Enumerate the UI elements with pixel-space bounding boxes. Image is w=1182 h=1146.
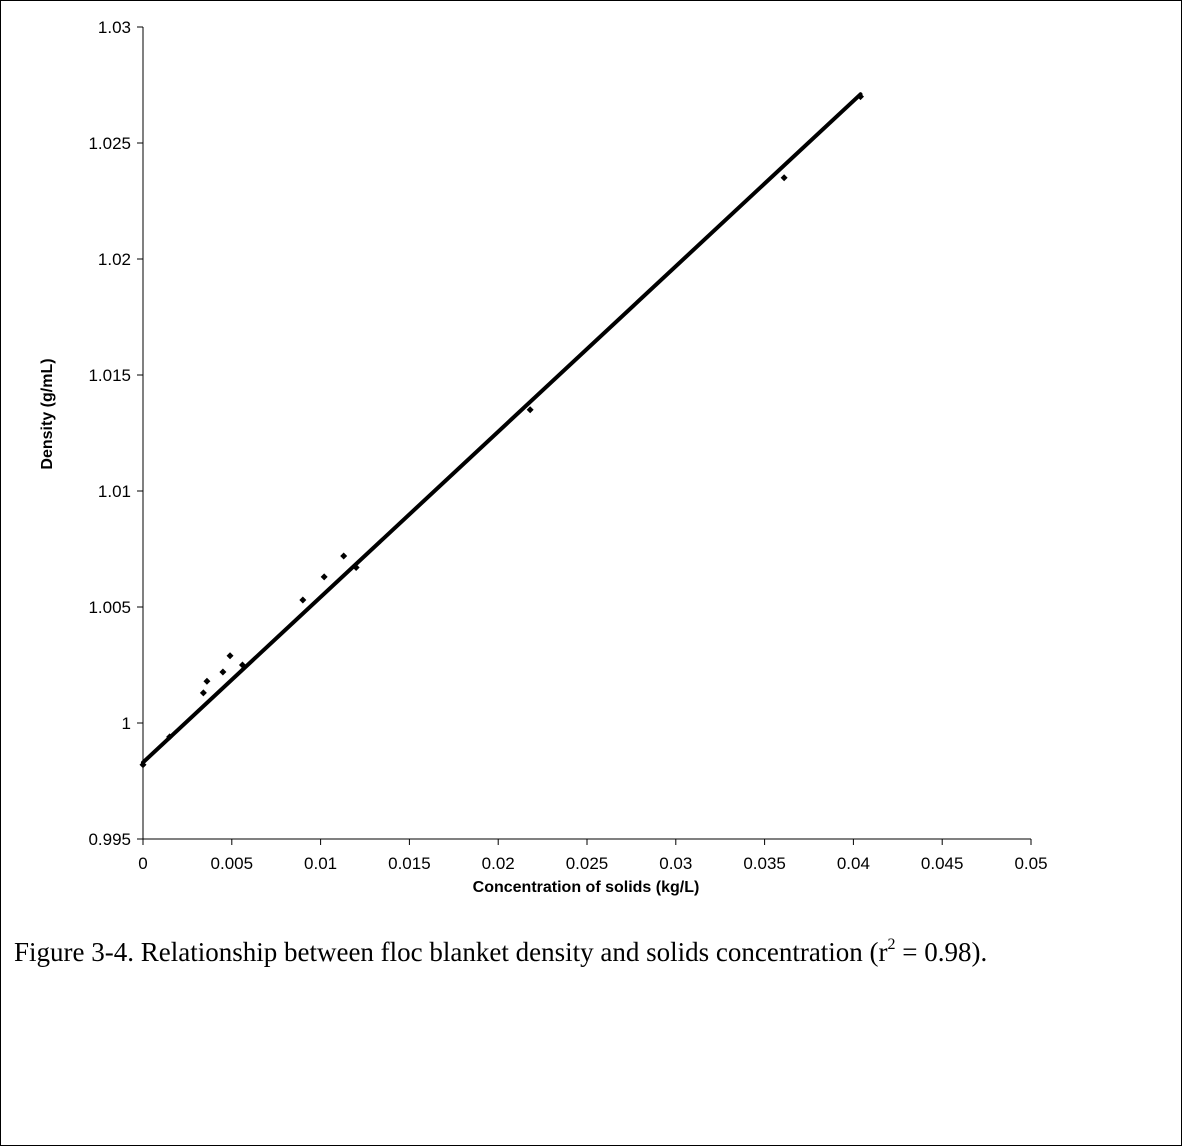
- data-point: [299, 596, 307, 604]
- x-axis-label: Concentration of solids (kg/L): [473, 879, 700, 896]
- x-tick-label: 0.03: [659, 854, 692, 873]
- data-point: [320, 573, 328, 581]
- data-point: [526, 406, 534, 414]
- data-point: [203, 677, 211, 685]
- data-point: [139, 761, 147, 769]
- data-point: [352, 564, 360, 572]
- y-tick-label: 1.005: [88, 598, 131, 617]
- data-point: [219, 668, 227, 676]
- data-points: [139, 93, 865, 769]
- y-axis-label: Density (g/mL): [39, 358, 56, 469]
- data-point: [857, 93, 865, 101]
- caption-text-after: = 0.98).: [895, 937, 988, 967]
- data-point: [226, 652, 234, 660]
- x-tick-label: 0.05: [1014, 854, 1047, 873]
- y-tick-label: 0.995: [88, 830, 131, 849]
- scatter-chart: 0 0.005 0.01 0.015 0.02 0.025 0.03 0.035 0.04 0.0…: [39, 18, 1048, 896]
- fit-line: [141, 92, 863, 765]
- data-point: [199, 689, 207, 697]
- data-point: [166, 733, 174, 741]
- caption-text: Figure 3-4. Relationship between floc bl…: [14, 937, 888, 967]
- fit-line-group: [141, 92, 863, 765]
- x-tick-label: 0.045: [921, 854, 964, 873]
- data-point: [340, 552, 348, 560]
- y-tick-label: 1.03: [98, 18, 131, 37]
- x-tick-label: 0.015: [388, 854, 431, 873]
- y-tick-label: 1.02: [98, 250, 131, 269]
- caption-superscript: 2: [887, 936, 896, 953]
- x-tick-label: 0: [138, 854, 147, 873]
- y-tick-label: 1.025: [88, 134, 131, 153]
- figure-caption: Figure 3-4. Relationship between floc bl…: [14, 924, 1164, 980]
- y-tick-label: 1: [122, 714, 131, 733]
- tick-labels: 0 0.005 0.01 0.015 0.02 0.025 0.03 0.035 0.04 0.0…: [88, 18, 1047, 873]
- data-point: [780, 174, 788, 182]
- x-tick-label: 0.035: [743, 854, 786, 873]
- x-tick-label: 0.04: [837, 854, 870, 873]
- y-tick-label: 1.015: [88, 366, 131, 385]
- x-tick-label: 0.02: [482, 854, 515, 873]
- y-tick-label: 1.01: [98, 482, 131, 501]
- x-tick-label: 0.005: [211, 854, 254, 873]
- x-tick-label: 0.01: [304, 854, 337, 873]
- data-point: [238, 661, 246, 669]
- axes: [137, 26, 1032, 845]
- x-tick-label: 0.025: [566, 854, 609, 873]
